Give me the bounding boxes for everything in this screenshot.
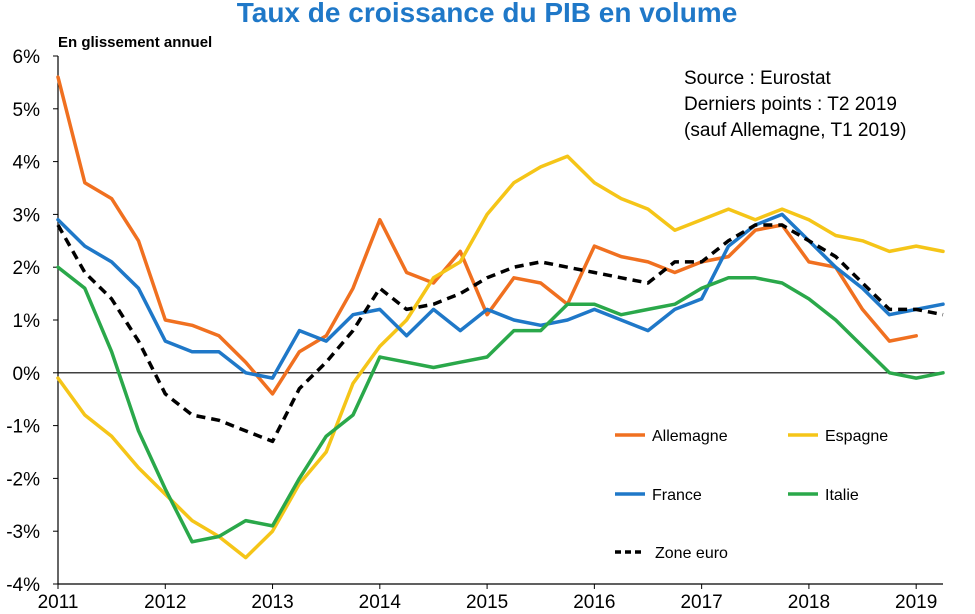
source-annotation: Source : Eurostat Derniers points : T2 2… [684,68,907,141]
series-line-italie [56,265,945,544]
legend-label: Allemagne [652,428,728,445]
legend: Allemagne Espagne France Italie Zone euro [615,428,888,562]
series-line-zone-euro [56,223,944,444]
x-tick-label: 2015 [466,592,508,609]
x-tick-label: 2016 [573,592,615,609]
series-lines [56,75,945,560]
x-tick-label: 2014 [359,592,402,609]
x-tick-label: 2017 [680,592,722,609]
y-tick-label: 6% [13,47,41,68]
chart-title: Taux de croissance du PIB en volume [237,0,738,28]
y-tick-label: 2% [13,258,41,279]
y-axis-ticks: 6% 5% 4% 3% 2% 1% 0% -1% -2% -3% -4% [6,47,58,596]
x-axis-ticks: 2011 2012 2013 2014 2015 2016 2017 2018 2019 [38,584,937,613]
y-tick-label: 1% [13,311,41,332]
x-tick-label: 2013 [251,592,293,609]
y-tick-label: -1% [6,417,40,438]
legend-label: Italie [825,487,859,504]
legend-item: Zone euro [615,545,728,562]
y-tick-label: -4% [6,575,40,596]
legend-item: Espagne [788,428,888,445]
y-tick-label: 3% [13,205,41,226]
x-tick-label: 2012 [144,592,186,609]
legend-item: Italie [788,487,859,504]
y-tick-label: -3% [6,522,40,543]
source-line-1: Source : Eurostat [684,68,832,89]
series-line-france [56,212,945,380]
source-line-3: (sauf Allemagne, T1 2019) [684,120,907,141]
legend-label: Zone euro [655,545,728,562]
series-line-espagne [56,154,945,560]
chart-subtitle: En glissement annuel [58,34,212,51]
x-tick-label: 2019 [895,592,937,609]
x-tick-label: 2011 [38,592,79,609]
y-tick-label: 0% [13,364,41,385]
series-line-allemagne [56,75,918,396]
legend-item: Allemagne [615,428,728,445]
legend-item: France [615,487,702,504]
source-line-2: Derniers points : T2 2019 [684,94,897,115]
x-tick-label: 2018 [788,592,830,609]
legend-label: Espagne [825,428,888,445]
y-tick-label: -2% [6,469,40,490]
y-tick-label: 5% [13,100,41,121]
legend-label: France [652,487,702,504]
y-tick-label: 4% [13,153,41,174]
